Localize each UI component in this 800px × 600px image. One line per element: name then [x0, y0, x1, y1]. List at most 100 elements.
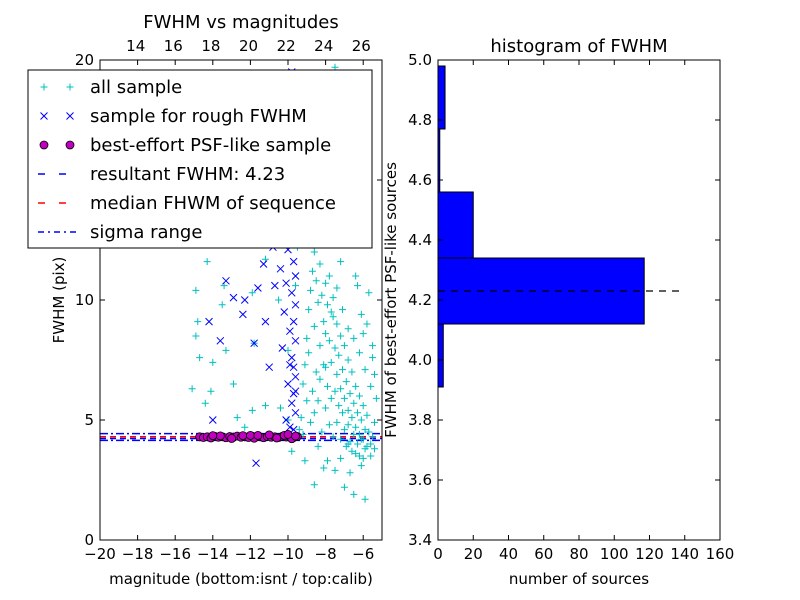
data-point [370, 370, 378, 378]
data-point [350, 334, 358, 342]
data-point [325, 421, 333, 429]
data-point [229, 380, 237, 388]
data-point [340, 426, 348, 434]
histogram-bar [437, 323, 444, 388]
data-point [322, 279, 330, 287]
data-point [333, 284, 341, 292]
legend-label: best-effort PSF-like sample [90, 135, 331, 156]
data-point [340, 342, 348, 350]
scatter-ylabel: FWHM (pix) [50, 257, 68, 344]
data-point [314, 442, 322, 450]
top-x-tick-label: 16 [164, 37, 183, 55]
data-point [239, 310, 247, 319]
data-point [287, 353, 296, 362]
legend-label: resultant FWHM: 4.23 [90, 164, 285, 185]
data-point [355, 452, 363, 460]
data-point [339, 366, 347, 374]
histogram-bar [437, 191, 474, 259]
data-point [344, 406, 352, 414]
histogram-y-axis: 3.4 3.6 3.8 4.0 4.2 4.4 4.6 4.8 5.0 [408, 51, 720, 549]
data-point [286, 423, 294, 432]
data-point [292, 282, 300, 290]
data-point [282, 416, 290, 424]
data-point [310, 481, 318, 489]
data-point [216, 336, 225, 345]
top-x-tick-label: 14 [126, 37, 145, 55]
data-point [357, 435, 365, 443]
data-point [261, 402, 269, 410]
data-point [248, 406, 256, 414]
data-point [355, 349, 363, 357]
data-point [346, 469, 354, 477]
data-point [348, 447, 356, 455]
data-point [254, 284, 262, 292]
data-point [316, 375, 324, 383]
top-x-tick-label: 26 [352, 37, 371, 55]
data-point [344, 356, 352, 364]
data-point [215, 431, 225, 441]
data-point [333, 320, 341, 328]
data-point [348, 414, 356, 422]
histogram-title: histogram of FWHM [490, 36, 667, 57]
data-point [337, 454, 345, 462]
data-point [240, 296, 249, 304]
data-point [316, 342, 324, 350]
legend-item: all sample [40, 77, 182, 98]
data-point [329, 313, 337, 321]
data-point [305, 349, 313, 357]
x-tick-label: 60 [534, 545, 553, 563]
data-point [342, 442, 350, 450]
series-best-effort [195, 429, 302, 444]
data-point [344, 421, 352, 429]
data-point [308, 267, 316, 275]
y-tick-label: 0 [84, 531, 94, 549]
data-point [337, 332, 345, 340]
data-point [308, 387, 316, 395]
data-point [310, 409, 318, 417]
x-tick-label: −14 [197, 545, 229, 563]
data-point [322, 330, 330, 338]
data-point [201, 399, 209, 407]
data-point [287, 288, 296, 297]
data-point [291, 336, 300, 345]
y-tick-label: 4.0 [408, 351, 432, 369]
data-point [284, 380, 292, 388]
y-tick-label: 4.6 [408, 171, 432, 189]
data-point [346, 390, 354, 398]
data-point [337, 258, 345, 266]
data-point [361, 445, 369, 453]
data-point [331, 387, 339, 395]
x-axis-top: 14 16 18 20 22 24 26 [126, 37, 371, 55]
data-point [339, 306, 347, 314]
data-point [208, 416, 217, 424]
data-point [299, 380, 307, 388]
data-point [305, 306, 313, 314]
data-point [272, 433, 282, 443]
data-point [233, 414, 241, 422]
data-point [363, 411, 371, 419]
data-point [318, 428, 326, 436]
x-tick-label: −16 [159, 545, 191, 563]
data-point [316, 260, 324, 268]
data-point [297, 414, 305, 422]
data-point [196, 354, 204, 362]
data-point [40, 112, 48, 120]
data-point [325, 337, 333, 345]
data-point [352, 450, 360, 458]
legend-item: median FHWM of sequence [38, 193, 336, 214]
data-point [314, 298, 322, 306]
data-point [346, 438, 354, 446]
scatter-panel: −20 −18 −16 −14 −12 −10 −8 −6 14 16 18 20 22 24 26 0 5… [27, 12, 383, 588]
data-point [307, 418, 315, 426]
data-point [350, 399, 358, 407]
data-point [357, 310, 365, 318]
x-tick-label: 80 [569, 545, 588, 563]
data-point [289, 363, 298, 372]
data-point [352, 272, 360, 280]
data-point [339, 409, 347, 417]
data-point [284, 346, 292, 354]
data-point [291, 431, 300, 441]
data-point [354, 440, 362, 448]
histogram-xlabel: number of sources [509, 570, 649, 588]
legend-item: best-effort PSF-like sample [39, 135, 331, 156]
